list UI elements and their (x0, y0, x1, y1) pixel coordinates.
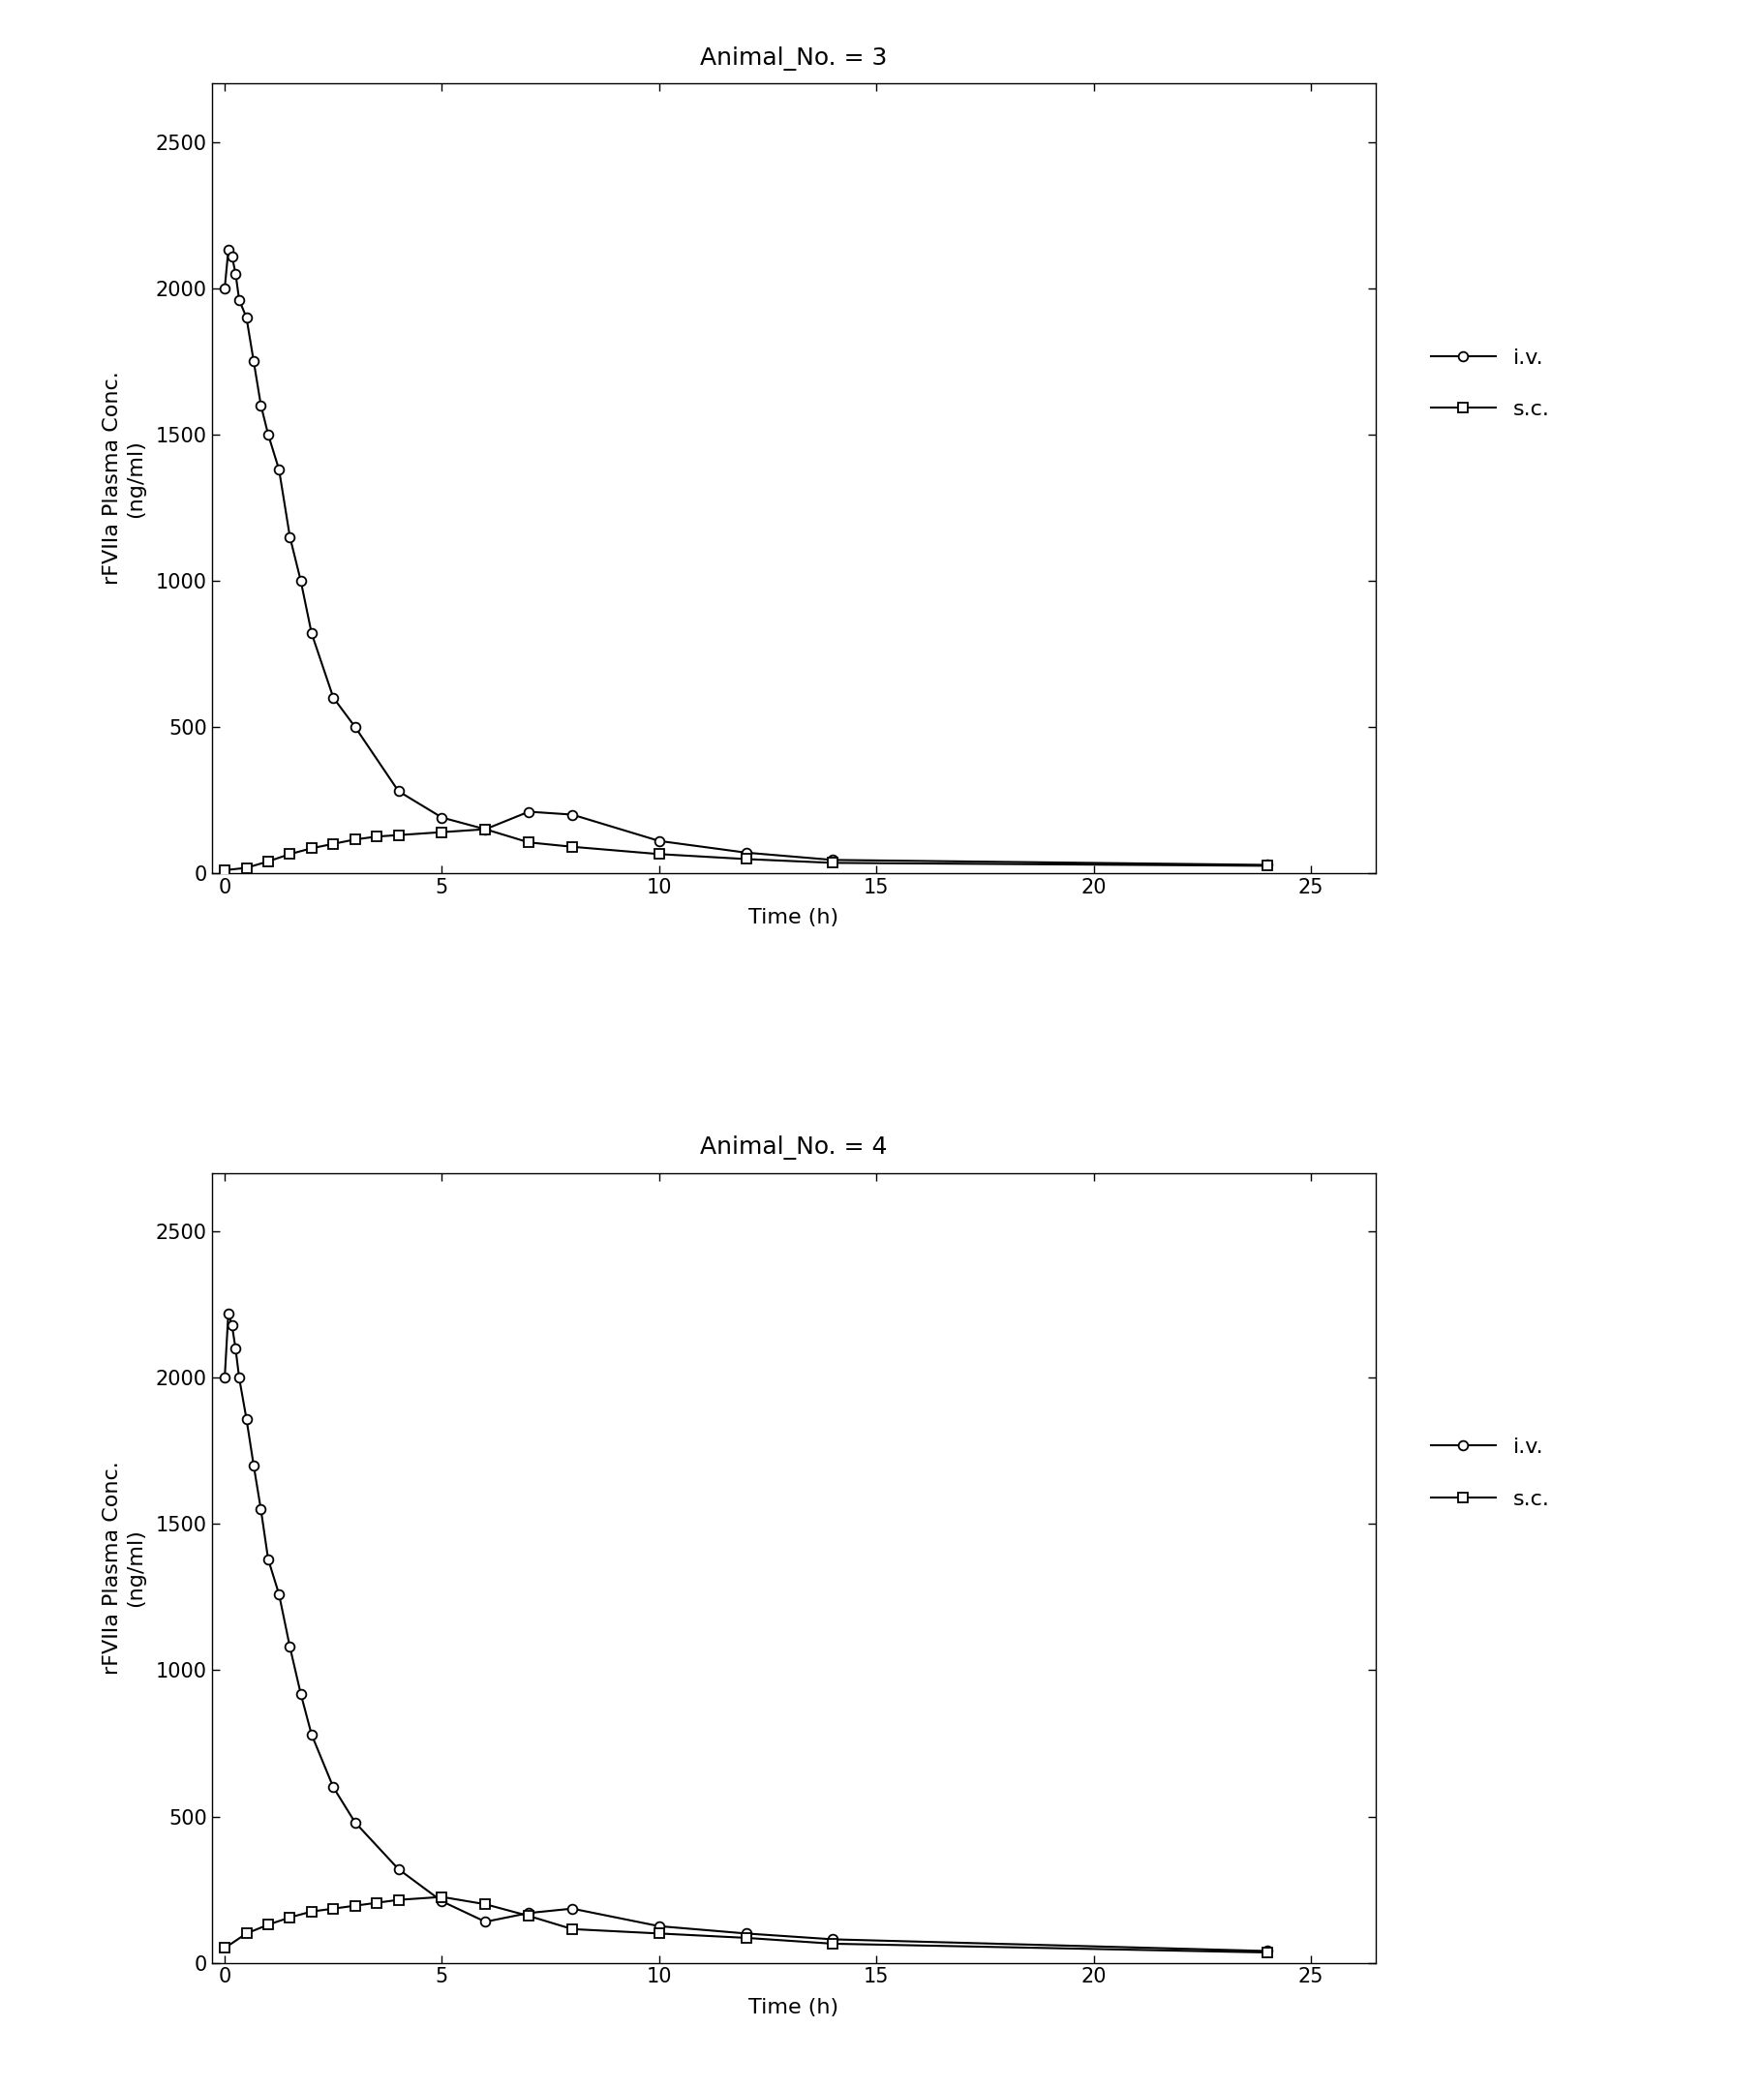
Title: Animal_No. = 3: Animal_No. = 3 (700, 46, 887, 71)
s.c. (367, 1890, 388, 1915)
i.v. (268, 1583, 289, 1608)
s.c. (822, 1931, 843, 1956)
i.v. (243, 1453, 265, 1478)
i.v. (344, 1810, 365, 1835)
s.c. (1256, 854, 1277, 879)
Line: s.c.: s.c. (220, 1892, 1272, 1956)
i.v. (822, 1927, 843, 1952)
s.c. (344, 1894, 365, 1919)
i.v. (222, 244, 243, 269)
s.c. (519, 1904, 540, 1929)
s.c. (258, 1913, 279, 1938)
s.c. (236, 1921, 258, 1946)
i.v. (213, 1366, 235, 1391)
s.c. (432, 1883, 453, 1908)
i.v. (250, 1497, 272, 1522)
s.c. (344, 827, 365, 852)
i.v. (388, 1856, 409, 1881)
i.v. (229, 1366, 250, 1391)
i.v. (213, 276, 235, 301)
i.v. (519, 1900, 540, 1925)
Legend: i.v., s.c.: i.v., s.c. (1422, 340, 1558, 428)
i.v. (561, 802, 582, 827)
i.v. (649, 1913, 670, 1938)
s.c. (213, 858, 235, 883)
s.c. (561, 835, 582, 860)
s.c. (475, 1892, 496, 1917)
s.c. (649, 1921, 670, 1946)
s.c. (1256, 1940, 1277, 1965)
i.v. (217, 238, 238, 263)
s.c. (736, 846, 757, 871)
s.c. (388, 823, 409, 848)
X-axis label: Time (h): Time (h) (748, 908, 840, 927)
i.v. (736, 1921, 757, 1946)
i.v. (519, 800, 540, 825)
i.v. (236, 1405, 258, 1430)
Line: s.c.: s.c. (220, 825, 1272, 875)
i.v. (736, 839, 757, 864)
Y-axis label: rFVIIa Plasma Conc.
(ng/ml): rFVIIa Plasma Conc. (ng/ml) (102, 372, 145, 585)
s.c. (213, 1936, 235, 1961)
i.v. (229, 288, 250, 313)
s.c. (649, 841, 670, 867)
i.v. (250, 393, 272, 418)
i.v. (323, 685, 344, 710)
s.c. (279, 1904, 300, 1929)
s.c. (279, 841, 300, 867)
s.c. (736, 1925, 757, 1950)
i.v. (236, 305, 258, 330)
s.c. (475, 816, 496, 841)
s.c. (323, 1896, 344, 1921)
i.v. (217, 1301, 238, 1326)
Title: Animal_No. = 4: Animal_No. = 4 (700, 1136, 887, 1161)
i.v. (344, 714, 365, 739)
i.v. (822, 848, 843, 873)
X-axis label: Time (h): Time (h) (748, 1998, 840, 2017)
i.v. (222, 1313, 243, 1338)
s.c. (388, 1888, 409, 1913)
i.v. (1256, 852, 1277, 877)
i.v. (289, 568, 310, 593)
i.v. (475, 1908, 496, 1933)
Line: i.v.: i.v. (220, 246, 1272, 869)
i.v. (226, 261, 247, 286)
s.c. (822, 850, 843, 875)
Line: i.v.: i.v. (220, 1309, 1272, 1956)
s.c. (302, 835, 323, 860)
i.v. (323, 1775, 344, 1800)
Y-axis label: rFVIIa Plasma Conc.
(ng/ml): rFVIIa Plasma Conc. (ng/ml) (102, 1462, 145, 1675)
s.c. (236, 856, 258, 881)
i.v. (388, 779, 409, 804)
s.c. (519, 829, 540, 854)
i.v. (302, 620, 323, 645)
i.v. (475, 816, 496, 841)
i.v. (268, 457, 289, 482)
Legend: i.v., s.c.: i.v., s.c. (1422, 1428, 1558, 1518)
s.c. (302, 1898, 323, 1923)
s.c. (323, 831, 344, 856)
s.c. (258, 850, 279, 875)
i.v. (432, 1890, 453, 1915)
i.v. (561, 1896, 582, 1921)
i.v. (1256, 1938, 1277, 1963)
s.c. (561, 1917, 582, 1942)
i.v. (258, 1547, 279, 1572)
i.v. (279, 524, 300, 549)
i.v. (258, 422, 279, 447)
i.v. (432, 806, 453, 831)
i.v. (226, 1336, 247, 1361)
s.c. (367, 825, 388, 850)
i.v. (302, 1723, 323, 1748)
i.v. (243, 349, 265, 374)
i.v. (649, 829, 670, 854)
s.c. (432, 821, 453, 846)
i.v. (289, 1681, 310, 1706)
i.v. (279, 1635, 300, 1660)
